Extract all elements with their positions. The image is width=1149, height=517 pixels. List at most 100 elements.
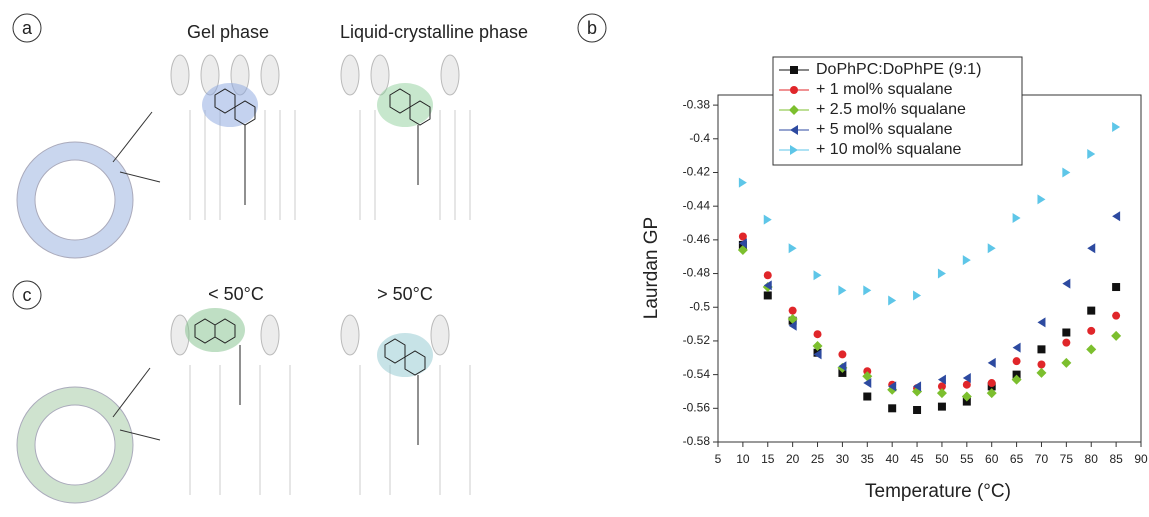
panel-label: b — [587, 18, 597, 38]
legend — [772, 56, 1023, 166]
x-tick-label: 5 — [715, 452, 722, 466]
marker — [1112, 311, 1121, 320]
marker — [987, 379, 996, 388]
marker — [763, 214, 772, 225]
legend-marker — [790, 125, 798, 135]
legend-label: + 2.5 mol% squalane — [816, 101, 966, 118]
marker — [962, 380, 971, 389]
y-tick-label: -0.56 — [683, 400, 711, 414]
panel-badge — [12, 13, 42, 43]
marker — [863, 378, 872, 389]
x-tick-label: 55 — [960, 452, 974, 466]
y-tick-label: -0.52 — [683, 333, 711, 347]
marker — [888, 381, 897, 392]
marker — [788, 320, 797, 331]
legend-marker — [790, 86, 798, 94]
marker — [838, 285, 847, 296]
panel-title: < 50°C — [208, 284, 264, 304]
vesicle-core — [34, 404, 116, 486]
x-tick-label: 20 — [786, 452, 800, 466]
marker — [1112, 122, 1121, 133]
marker — [1087, 148, 1096, 159]
zoom-line — [112, 367, 151, 418]
x-axis-title: Temperature (°C) — [865, 481, 1011, 502]
y-tick-label: -0.38 — [683, 97, 711, 111]
panel-label: a — [22, 18, 33, 38]
marker — [862, 371, 873, 382]
marker — [763, 271, 772, 280]
marker — [1087, 243, 1096, 254]
zoom-line — [119, 171, 161, 183]
marker — [937, 268, 946, 279]
marker — [937, 374, 946, 385]
marker — [888, 295, 897, 306]
marker — [1012, 342, 1021, 353]
x-tick-label: 10 — [736, 452, 750, 466]
legend-marker — [789, 105, 799, 115]
marker — [1111, 330, 1122, 341]
marker — [962, 372, 971, 383]
lipid-bilayer — [170, 308, 471, 495]
legend-marker — [790, 145, 798, 155]
marker — [1112, 283, 1121, 292]
marker — [1011, 374, 1022, 385]
marker — [763, 291, 772, 300]
x-tick-label: 60 — [985, 452, 999, 466]
marker — [788, 243, 797, 254]
marker — [962, 255, 971, 266]
marker — [888, 404, 897, 413]
marker — [987, 243, 996, 254]
legend-label: + 5 mol% squalane — [816, 121, 953, 138]
marker — [813, 270, 822, 281]
marker — [737, 244, 748, 255]
y-tick-label: -0.58 — [683, 434, 711, 448]
marker — [913, 290, 922, 301]
marker — [863, 392, 872, 401]
y-tick-label: -0.5 — [689, 299, 710, 313]
x-tick-label: 90 — [1134, 452, 1148, 466]
marker — [913, 381, 922, 392]
marker — [1037, 194, 1046, 205]
marker — [738, 177, 747, 188]
marker — [1062, 338, 1071, 347]
marker — [812, 340, 823, 351]
marker — [961, 391, 972, 402]
marker — [1036, 367, 1047, 378]
marker — [1037, 317, 1046, 328]
marker — [863, 285, 872, 296]
marker — [787, 314, 798, 325]
y-tick-label: -0.44 — [683, 198, 711, 212]
marker — [1012, 370, 1021, 379]
y-tick-label: -0.46 — [683, 232, 711, 246]
panel-title: Gel phase — [187, 22, 269, 42]
marker — [913, 405, 922, 414]
y-tick-label: -0.48 — [683, 266, 711, 280]
marker — [1087, 326, 1096, 335]
x-tick-label: 65 — [1010, 452, 1024, 466]
vesicle-core — [34, 159, 116, 241]
marker — [937, 382, 946, 391]
marker — [936, 388, 947, 399]
panel-title: Liquid-crystalline phase — [340, 22, 528, 42]
marker — [1087, 306, 1096, 315]
marker — [1062, 167, 1071, 178]
marker — [1062, 278, 1071, 289]
marker — [1037, 360, 1046, 369]
marker — [863, 367, 872, 376]
panel-title: > 50°C — [377, 284, 433, 304]
y-tick-label: -0.42 — [683, 165, 711, 179]
marker — [738, 238, 747, 249]
x-tick-label: 80 — [1085, 452, 1099, 466]
panel-label: c — [23, 285, 32, 305]
marker — [813, 330, 822, 339]
marker — [1062, 328, 1071, 337]
x-tick-label: 15 — [761, 452, 775, 466]
marker — [986, 388, 997, 399]
y-tick-label: -0.54 — [683, 367, 711, 381]
legend-label: DoPhPC:DoPhPE (9:1) — [816, 61, 981, 78]
marker — [738, 232, 747, 241]
marker — [838, 368, 847, 377]
marker — [1012, 357, 1021, 366]
x-tick-label: 45 — [910, 452, 924, 466]
